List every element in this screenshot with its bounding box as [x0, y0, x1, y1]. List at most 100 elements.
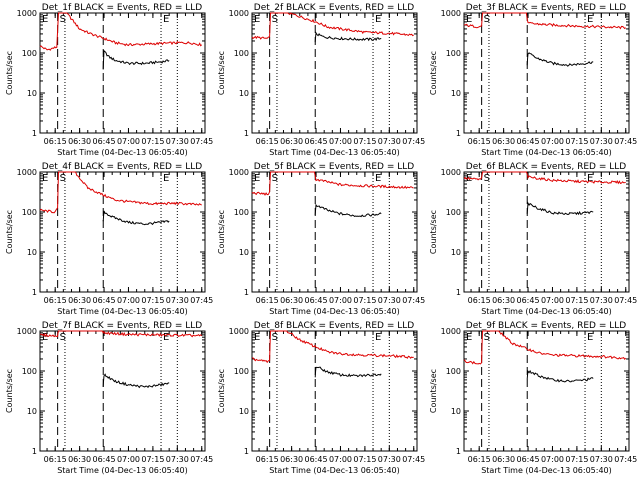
x-tick-label: 07:30 — [590, 137, 613, 146]
y-tick-label: 10 — [27, 248, 37, 257]
y-tick-label: 100 — [22, 367, 37, 376]
plot-frame — [39, 171, 206, 293]
chart-title: Det_3f BLACK = Events, RED = LLD — [466, 3, 626, 13]
marker-label: E — [587, 173, 593, 184]
chart-panel-9: Det_9f BLACK = Events, RED = LLD 1 10 100 10… — [429, 321, 637, 475]
x-tick-label: 07:00 — [329, 296, 352, 305]
lld-series-line — [251, 330, 414, 364]
marker-label: S — [272, 14, 278, 25]
y-tick-label: 100 — [234, 367, 249, 376]
y-tick-label: 1 — [32, 129, 37, 138]
y-tick-label: 10 — [239, 248, 249, 257]
x-tick-label: 06:15 — [44, 296, 67, 305]
marker-label: S — [272, 173, 278, 184]
y-tick-label: 100 — [234, 49, 249, 58]
chart-panel-8: Det_8f BLACK = Events, RED = LLD 1 10 100 10… — [217, 321, 425, 475]
lld-series-line — [463, 171, 626, 185]
events-series-line — [102, 49, 170, 70]
x-axis-label: Start Time (04-Dec-13 06:05:40) — [269, 148, 400, 157]
plot-frame — [463, 12, 630, 134]
chart-title: Det_9f BLACK = Events, RED = LLD — [466, 321, 626, 331]
y-axis-label: Counts/sec — [217, 210, 226, 254]
y-tick-label: 100 — [22, 208, 37, 217]
y-axis-label: Counts/sec — [429, 369, 438, 413]
y-tick-label: 1000 — [229, 9, 249, 18]
marker-label: E — [254, 173, 260, 184]
marker-label: E — [375, 14, 381, 25]
chart-title: Det_4f BLACK = Events, RED = LLD — [42, 162, 202, 172]
marker-label: E — [163, 173, 169, 184]
lld-series-line — [463, 12, 627, 30]
x-tick-label: 07:45 — [190, 455, 213, 464]
marker-label: S — [60, 173, 66, 184]
y-tick-label: 10 — [451, 407, 461, 416]
x-tick-label: 07:15 — [141, 137, 164, 146]
x-tick-label: 07:30 — [378, 296, 401, 305]
x-tick-label: 06:45 — [305, 137, 328, 146]
lld-series-line — [463, 330, 627, 365]
x-tick-label: 06:15 — [256, 296, 279, 305]
x-tick-label: 06:45 — [93, 137, 116, 146]
x-tick-label: 06:30 — [280, 137, 303, 146]
y-tick-label: 100 — [446, 49, 461, 58]
x-tick-label: 07:00 — [329, 455, 352, 464]
y-tick-label: 100 — [234, 208, 249, 217]
y-tick-label: 1000 — [441, 327, 461, 336]
chart-panel-2: Det_2f BLACK = Events, RED = LLD 1 10 100 10… — [217, 3, 425, 157]
marker-label: E — [42, 14, 48, 25]
plot-frame — [39, 330, 206, 452]
x-tick-label: 06:45 — [517, 455, 540, 464]
x-tick-label: 06:15 — [468, 296, 491, 305]
x-axis-label: Start Time (04-Dec-13 06:05:40) — [269, 307, 400, 316]
marker-label: S — [484, 173, 490, 184]
x-tick-label: 06:30 — [492, 137, 515, 146]
marker-label: E — [42, 332, 48, 343]
x-tick-label: 06:15 — [468, 137, 491, 146]
x-tick-label: 06:30 — [68, 137, 91, 146]
plot-frame — [251, 171, 418, 293]
events-series-line — [526, 52, 594, 67]
y-tick-label: 10 — [451, 248, 461, 257]
events-series-line — [526, 201, 594, 216]
x-tick-label: 06:30 — [68, 296, 91, 305]
x-tick-label: 07:00 — [329, 137, 352, 146]
marker-label: E — [163, 14, 169, 25]
x-tick-label: 07:30 — [378, 137, 401, 146]
marker-label: E — [587, 332, 593, 343]
events-series-line — [314, 31, 382, 43]
plot-frame — [463, 171, 630, 293]
x-tick-label: 07:45 — [614, 455, 637, 464]
marker-label: E — [42, 173, 48, 184]
x-tick-label: 06:15 — [44, 137, 67, 146]
x-axis-label: Start Time (04-Dec-13 06:05:40) — [57, 148, 188, 157]
y-tick-label: 10 — [239, 89, 249, 98]
y-axis-label: Counts/sec — [429, 51, 438, 95]
plot-frame — [39, 12, 206, 134]
y-tick-label: 1000 — [229, 327, 249, 336]
y-tick-label: 1000 — [17, 327, 37, 336]
x-tick-label: 06:45 — [305, 455, 328, 464]
plot-frame — [251, 330, 418, 452]
x-tick-label: 07:00 — [541, 296, 564, 305]
y-axis-label: Counts/sec — [429, 210, 438, 254]
marker-label: E — [466, 332, 472, 343]
chart-title: Det_5f BLACK = Events, RED = LLD — [254, 162, 414, 172]
x-axis-label: Start Time (04-Dec-13 06:05:40) — [269, 466, 400, 475]
x-tick-label: 07:30 — [166, 296, 189, 305]
plot-frame — [463, 330, 630, 452]
x-tick-label: 07:00 — [541, 137, 564, 146]
y-tick-label: 1 — [456, 288, 461, 297]
events-series-line — [314, 203, 382, 218]
x-tick-label: 06:15 — [256, 137, 279, 146]
x-tick-label: 06:30 — [68, 455, 91, 464]
y-tick-label: 1000 — [17, 168, 37, 177]
x-axis-label: Start Time (04-Dec-13 06:05:40) — [57, 466, 188, 475]
marker-label: E — [254, 14, 260, 25]
y-tick-label: 10 — [239, 407, 249, 416]
x-tick-label: 07:45 — [402, 455, 425, 464]
marker-label: E — [254, 332, 260, 343]
x-tick-label: 07:00 — [117, 137, 140, 146]
events-series-line — [314, 366, 382, 378]
y-tick-label: 1 — [244, 447, 249, 456]
y-axis-label: Counts/sec — [5, 369, 14, 413]
